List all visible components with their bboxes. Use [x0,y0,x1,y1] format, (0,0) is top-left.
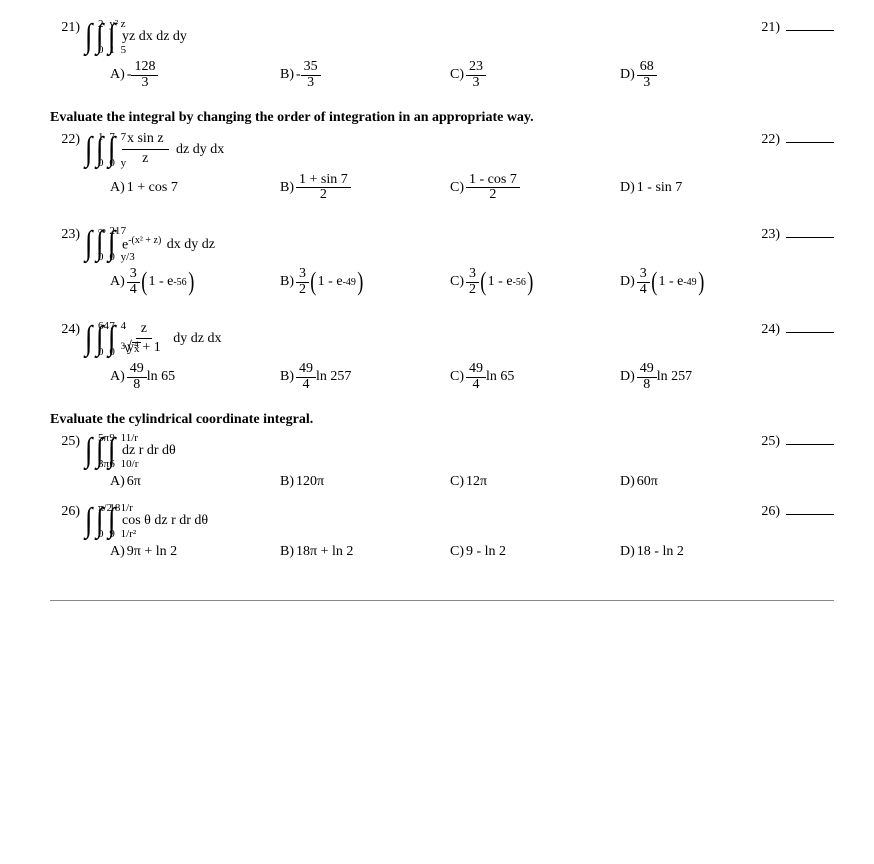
q21-choice-b: B)- 353 [280,60,450,90]
problem-26: 26) ∫π/20 ∫189 ∫1/r1/r² cos θ dz r dr dθ… [50,504,834,560]
q24-choice-d: D)498 ln 257 [620,362,790,392]
q22-integral: ∫10 ∫70 ∫7y [84,133,118,167]
q21-number: 21) [50,20,80,36]
q26-choice-a: A)9π + ln 2 [110,544,280,560]
q22-integrand: x sin zz dz dy dx [122,132,224,166]
q25-choice-b: B)120π [280,474,450,490]
q26-integrand: cos θ dz r dr dθ [122,513,208,529]
problem-25: 25) ∫5π3π ∫96 ∫11/r10/r dz r dr dθ 25) A… [50,434,834,490]
q26-choice-c: C)9 - ln 2 [450,544,620,560]
q23-choice-a: A) 34 (1 - e-56) [110,267,280,297]
problem-24: 24) ∫640 ∫70 ∫4 3√x zy⁴ + 1 dy dz dx [50,322,834,393]
q25-right-number: 25) [761,434,780,450]
q25-integrand: dz r dr dθ [122,443,176,459]
problem-23: 23) ∫∞0 ∫210 ∫7y/3 e-(x² + z) dx dy dz 2… [50,227,834,297]
q26-answer-blank[interactable] [786,504,834,515]
q22-right-number: 22) [761,132,780,148]
q23-integrand: e-(x² + z) dx dy dz [122,235,215,254]
q26-choice-b: B)18π + ln 2 [280,544,450,560]
q24-choice-c: C)494 ln 65 [450,362,620,392]
q25-choice-a: A)6π [110,474,280,490]
section-heading-order: Evaluate the integral by changing the or… [50,110,834,126]
q24-number: 24) [50,322,80,338]
q26-right-number: 26) [761,504,780,520]
q24-integral: ∫640 ∫70 ∫4 3√x [84,322,118,356]
q24-right-number: 24) [761,322,780,338]
q22-choice-a: A)1 + cos 7 [110,173,280,203]
q22-choice-c: C)1 - cos 72 [450,173,620,203]
q23-integral: ∫∞0 ∫210 ∫7y/3 [84,227,118,261]
page-footer-divider [50,600,834,601]
q21-integrand: yz dx dz dy [122,29,187,45]
q21-right-number: 21) [761,20,780,36]
q23-choice-d: D) 34 (1 - e-49) [620,267,790,297]
q21-integral: ∫20 ∫y²1 ∫z5 [84,20,118,54]
q25-choice-c: C)12π [450,474,620,490]
q22-choice-d: D)1 - sin 7 [620,173,790,203]
q21-choice-d: D)683 [620,60,790,90]
q23-number: 23) [50,227,80,243]
q24-choice-b: B)494 ln 257 [280,362,450,392]
problem-21: 21) ∫20 ∫y²1 ∫z5 yz dx dz dy 21) A)- 128… [50,20,834,90]
q25-answer-blank[interactable] [786,434,834,445]
q21-answer-blank[interactable] [786,20,834,31]
q21-choice-c: C)233 [450,60,620,90]
q23-answer-blank[interactable] [786,227,834,238]
q25-choice-d: D)60π [620,474,790,490]
q22-number: 22) [50,132,80,148]
q22-answer-blank[interactable] [786,132,834,143]
q23-right-number: 23) [761,227,780,243]
q21-choice-a: A)- 1283 [110,60,280,90]
problem-22: 22) ∫10 ∫70 ∫7y x sin zz dz dy dx 22) [50,132,834,203]
q24-choice-a: A)498 ln 65 [110,362,280,392]
q26-number: 26) [50,504,80,520]
q25-integral: ∫5π3π ∫96 ∫11/r10/r [84,434,118,468]
q26-choice-d: D)18 - ln 2 [620,544,790,560]
q23-choice-b: B) 32 (1 - e-49) [280,267,450,297]
q22-choice-b: B)1 + sin 72 [280,173,450,203]
q23-choice-c: C) 32 (1 - e-56) [450,267,620,297]
q24-answer-blank[interactable] [786,322,834,333]
q26-integral: ∫π/20 ∫189 ∫1/r1/r² [84,504,118,538]
section-heading-cylindrical: Evaluate the cylindrical coordinate inte… [50,412,834,428]
q25-number: 25) [50,434,80,450]
